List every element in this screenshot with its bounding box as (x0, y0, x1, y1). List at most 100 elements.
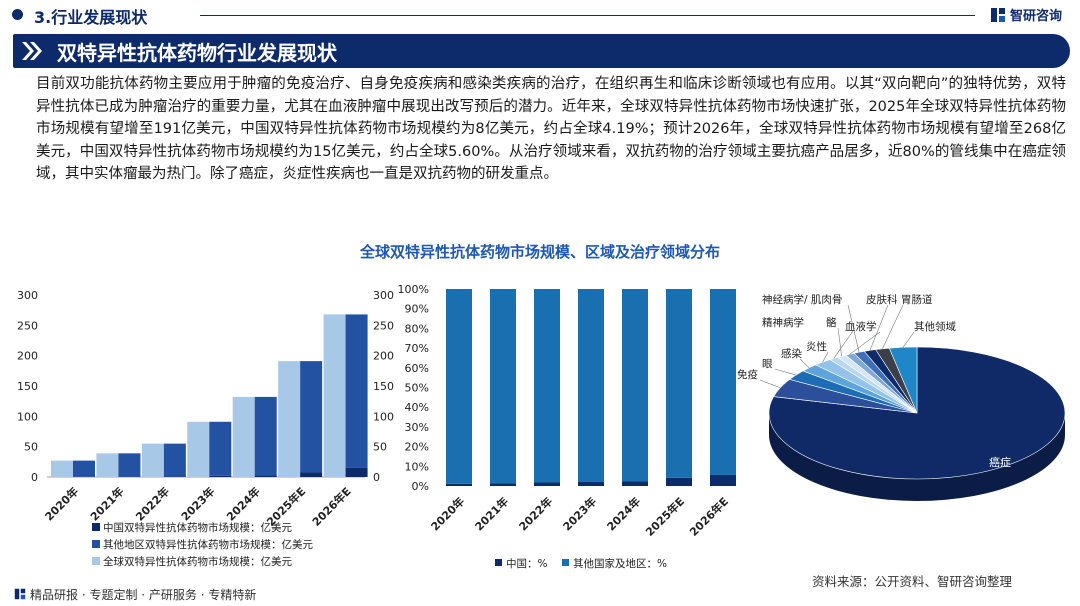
legend-label: 全球双特异性抗体药物市场规模：亿美元 (103, 555, 292, 568)
pie-leader-line (774, 368, 796, 376)
other-share-bar (490, 289, 516, 484)
y-tick-left: 150 (17, 380, 38, 393)
global-bar (323, 314, 346, 477)
footer-tagline-text: 精品研报 · 专题定制 · 产研服务 · 专精特新 (30, 588, 257, 602)
china-share-bar (490, 483, 516, 486)
pie-label-cancer: 癌症 (989, 455, 1011, 469)
legend-swatch (562, 559, 569, 566)
other-share-bar (710, 289, 736, 475)
other-region-bar (163, 443, 186, 477)
source-note: 资料来源：公开资料、智研咨询整理 (812, 574, 1013, 589)
pie-label: 骼 (826, 316, 837, 329)
section-divider (200, 15, 975, 16)
china-share-bar (446, 483, 472, 486)
y-tick: 40% (405, 401, 429, 414)
double-chevron-icon (22, 42, 42, 60)
other-share-bar (666, 289, 692, 478)
y-tick-left: 100 (17, 410, 38, 423)
pie-label: 皮肤科 (866, 293, 898, 306)
pie-leader-line (799, 358, 810, 369)
china-share-bar (622, 481, 648, 486)
y-tick: 70% (405, 342, 429, 355)
y-tick-right: 300 (373, 289, 394, 302)
charts-canvas: 0 0 50 50 100 100 150 150 200 200 250 250 300 300 2020… (17, 283, 1066, 570)
brand-logo-icon (991, 8, 1005, 22)
x-tick-label: 2023年 (178, 484, 217, 523)
legend-swatch (92, 540, 100, 548)
china-share-bar (666, 477, 692, 486)
y-tick: 80% (405, 322, 429, 335)
pie-label: 其他领域 (914, 320, 956, 333)
footer-tagline: 精品研报 · 专题定制 · 产研服务 · 专精特新 (14, 586, 256, 603)
other-share-bar (622, 289, 648, 482)
china-share-bar (710, 474, 736, 486)
intro-paragraph: 目前双功能抗体药物主要应用于肿瘤的免疫治疗、自身免疫疾病和感染类疾病的治疗，在组… (36, 76, 1066, 182)
y-tick-left: 50 (24, 441, 38, 454)
x-tick-label: 2023年 (560, 494, 599, 533)
china-bar (163, 476, 186, 477)
market-size-chart: 0 0 50 50 100 100 150 150 200 200 250 250 300 300 2020… (17, 289, 394, 568)
y-tick: 0% (412, 480, 429, 493)
pie-slice-side (769, 413, 1065, 501)
y-tick: 60% (405, 362, 429, 375)
brand-mini-icon (14, 588, 26, 600)
legend-swatch (92, 523, 100, 531)
x-tick-label: 2021年 (87, 484, 126, 523)
x-tick-label: 2026年E (309, 484, 354, 529)
pie-label: 眼 (762, 358, 773, 370)
y-tick: 50% (405, 382, 429, 395)
pie-leader-line (902, 331, 915, 348)
legend-swatch (92, 557, 100, 565)
other-region-bar (300, 361, 323, 473)
legend-label: 其他国家及地区：% (573, 557, 667, 570)
other-share-bar (446, 289, 472, 484)
pie-leader-line (837, 327, 842, 357)
y-tick-right: 250 (373, 319, 394, 332)
pie-label: 胃肠道 (901, 293, 933, 306)
pie-label: 免疫 (737, 368, 758, 381)
y-tick-left: 300 (17, 289, 38, 302)
x-tick-label: 2022年 (516, 494, 555, 533)
y-tick-left: 0 (31, 471, 38, 484)
pie-leader-line (822, 351, 829, 363)
global-bar (141, 443, 164, 477)
x-tick-label: 2024年 (604, 494, 643, 533)
y-tick-right: 0 (373, 471, 380, 484)
china-bar (254, 475, 277, 477)
y-tick-left: 200 (17, 350, 38, 363)
legend-swatch (495, 559, 502, 566)
global-bar (51, 460, 73, 477)
other-region-bar (118, 453, 141, 477)
legend-label: 其他地区双特异性抗体药物市场规模：亿美元 (103, 538, 313, 551)
title-banner: 双特异性抗体药物行业发展现状 (13, 34, 1070, 68)
legend-label: 中国：% (506, 557, 547, 570)
y-tick: 90% (405, 303, 429, 316)
china-bar (209, 475, 232, 477)
x-tick-label: 2021年 (472, 494, 511, 533)
y-tick-left: 250 (17, 319, 38, 332)
other-region-bar (73, 460, 95, 477)
pie-leader-line (869, 304, 889, 351)
other-region-bar (254, 396, 277, 476)
china-bar (300, 472, 323, 477)
section-bullet-icon (12, 9, 23, 20)
other-share-bar (534, 289, 560, 483)
y-tick: 20% (405, 441, 429, 454)
y-tick-right: 50 (373, 441, 387, 454)
x-tick-label: 2024年 (224, 484, 263, 523)
y-tick-right: 150 (373, 380, 394, 393)
global-bar (187, 421, 210, 477)
china-bar (345, 467, 368, 477)
x-tick-label: 2020年 (42, 484, 81, 523)
global-bar (96, 453, 119, 477)
region-share-chart: 0%10%20%30%40%50%60%70%80%90%100%2020年 20… (398, 283, 736, 570)
legend-label: 中国双特异性抗体药物市场规模：亿美元 (103, 521, 292, 534)
x-tick-label: 2022年 (133, 484, 172, 523)
pie-label: 炎性 (806, 340, 827, 353)
china-share-bar (534, 482, 560, 486)
y-tick-right: 200 (373, 350, 394, 363)
section-header: 3.行业发展现状 智研咨询 (0, 0, 1080, 30)
section-title: 3.行业发展现状 (34, 8, 148, 27)
global-bar (232, 396, 255, 477)
brand-logo-text: 智研咨询 (1010, 9, 1063, 24)
